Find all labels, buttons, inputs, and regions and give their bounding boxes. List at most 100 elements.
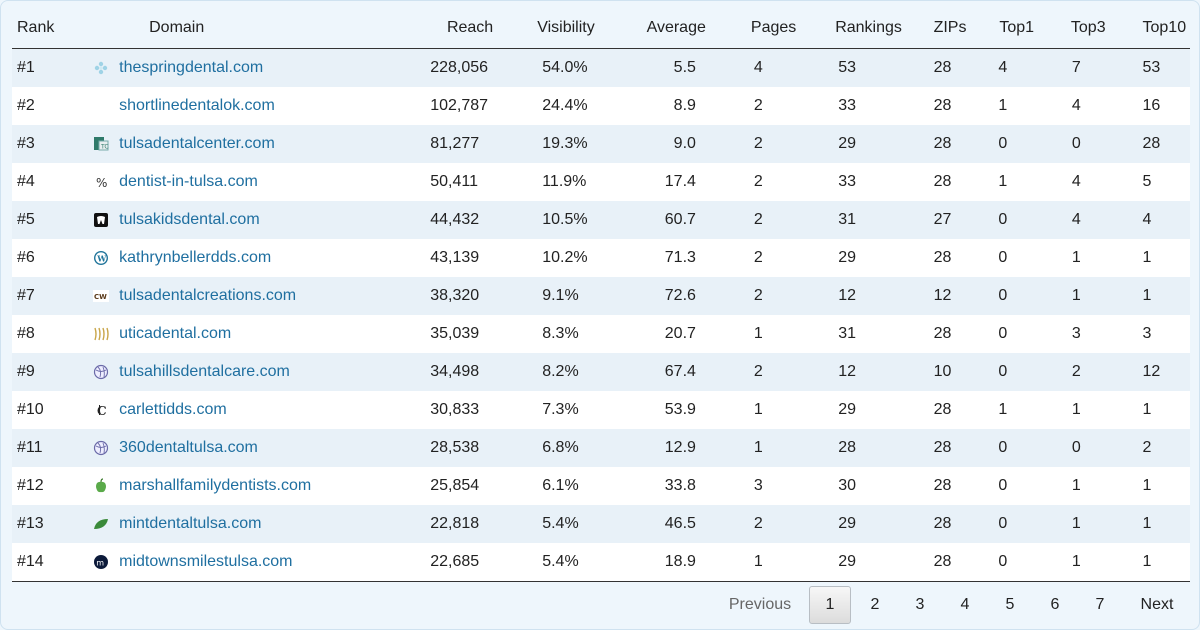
cell-top10: 28 (1122, 125, 1190, 163)
cell-rankings: 33 (802, 163, 908, 201)
domain-link[interactable]: thespringdental.com (119, 59, 264, 76)
next-button[interactable]: Next (1140, 596, 1174, 613)
domain-link[interactable]: kathrynbellerdds.com (119, 249, 272, 266)
domain-link[interactable]: 360dentaltulsa.com (119, 439, 258, 456)
table-row: #2 shortlinedentalok.com 102,787 24.4% 8.9 2 3… (12, 87, 1190, 125)
cell-top10: 5 (1122, 163, 1190, 201)
cell-rankings: 29 (802, 505, 908, 543)
cell-top1: 0 (981, 353, 1052, 391)
cell-top1: 1 (981, 87, 1052, 125)
domain-link[interactable]: carlettidds.com (119, 401, 227, 418)
cell-top10: 16 (1122, 87, 1190, 125)
stripes-icon (93, 326, 109, 342)
cell-zips: 28 (907, 48, 982, 87)
cell-top3: 0 (1051, 429, 1123, 467)
cell-zips: 10 (907, 353, 982, 391)
domain-link[interactable]: marshallfamilydentists.com (119, 477, 312, 494)
page-2-button[interactable]: 2 (870, 596, 880, 613)
domain-link[interactable]: mintdentaltulsa.com (119, 515, 262, 532)
cell-top3: 2 (1051, 353, 1123, 391)
domain-link[interactable]: shortlinedentalok.com (119, 97, 275, 114)
header-average[interactable]: Average (612, 8, 718, 49)
apple-icon (93, 478, 109, 494)
cell-top10: 12 (1122, 353, 1190, 391)
table-row: #12 marshallfamilydentists.com 25,854 6.1% 3… (12, 467, 1190, 505)
cell-rankings: 29 (802, 543, 908, 582)
domain-link[interactable]: tulsakidsdental.com (119, 211, 260, 228)
cell-top3: 7 (1051, 48, 1123, 87)
header-top3[interactable]: Top3 (1051, 8, 1123, 49)
cell-zips: 28 (907, 543, 982, 582)
cell-rank: #10 (12, 391, 94, 429)
domain-link[interactable]: tulsahillsdentalcare.com (119, 363, 290, 380)
cell-top1: 0 (981, 315, 1052, 353)
page-4-button[interactable]: 4 (960, 596, 970, 613)
leaf-icon (93, 516, 109, 532)
cell-pages: 2 (717, 277, 803, 315)
header-top10[interactable]: Top10 (1122, 8, 1190, 49)
domain-link[interactable]: tulsadentalcreations.com (119, 287, 297, 304)
cell-top3: 1 (1051, 277, 1123, 315)
header-visibility[interactable]: Visibility (507, 8, 613, 49)
cell-average: 33.8 (612, 467, 718, 505)
header-rank[interactable]: Rank (12, 8, 94, 49)
cell-top10: 1 (1122, 467, 1190, 505)
page-5-button[interactable]: 5 (1005, 596, 1015, 613)
page-3-button[interactable]: 3 (915, 596, 925, 613)
pagination: Previous 1 2 3 4 5 6 7 Next (1, 586, 1200, 626)
cell-domain: CW tulsadentalcreations.com (93, 277, 410, 315)
cell-rankings: 29 (802, 125, 908, 163)
cell-visibility: 5.4% (507, 505, 613, 543)
cell-domain: m midtownsmilestulsa.com (93, 543, 410, 582)
page-7-button[interactable]: 7 (1095, 596, 1105, 613)
cell-pages: 2 (717, 125, 803, 163)
cell-top10: 1 (1122, 543, 1190, 582)
header-rankings[interactable]: Rankings (802, 8, 908, 49)
cell-reach: 22,685 (409, 543, 508, 582)
previous-button[interactable]: Previous (728, 596, 792, 613)
table-row: #9 tulsahillsdentalcare.com 34,498 8.2% 67.4… (12, 353, 1190, 391)
domain-link[interactable]: uticadental.com (119, 325, 232, 342)
cell-pages: 2 (717, 87, 803, 125)
cell-rank: #13 (12, 505, 94, 543)
cell-visibility: 7.3% (507, 391, 613, 429)
cell-domain: tulsahillsdentalcare.com (93, 353, 410, 391)
cell-rank: #4 (12, 163, 94, 201)
header-reach[interactable]: Reach (409, 8, 508, 49)
header-top1[interactable]: Top1 (981, 8, 1052, 49)
cell-pages: 1 (717, 391, 803, 429)
header-pages[interactable]: Pages (717, 8, 803, 49)
header-zips[interactable]: ZIPs (907, 8, 982, 49)
cell-visibility: 8.2% (507, 353, 613, 391)
cell-domain: thespringdental.com (93, 48, 410, 87)
cell-zips: 28 (907, 429, 982, 467)
domain-link[interactable]: midtownsmilestulsa.com (119, 553, 293, 570)
tooth-icon (93, 212, 109, 228)
cell-average: 60.7 (612, 201, 718, 239)
cell-rankings: 12 (802, 353, 908, 391)
cell-top10: 1 (1122, 239, 1190, 277)
domain-link[interactable]: dentist-in-tulsa.com (119, 173, 258, 190)
cell-domain: % dentist-in-tulsa.com (93, 163, 410, 201)
cell-domain: 360dentaltulsa.com (93, 429, 410, 467)
cell-rankings: 28 (802, 429, 908, 467)
page-1-button[interactable]: 1 (809, 586, 851, 624)
cell-zips: 28 (907, 391, 982, 429)
cell-zips: 28 (907, 163, 982, 201)
cell-top10: 53 (1122, 48, 1190, 87)
cell-domain: tulsakidsdental.com (93, 201, 410, 239)
svg-text:%: % (96, 176, 107, 190)
cell-rank: #6 (12, 239, 94, 277)
table-row: #8 uticadental.com 35,039 8.3% 20.7 1 31 28 0 3 3 (12, 315, 1190, 353)
cell-top3: 1 (1051, 467, 1123, 505)
cell-pages: 2 (717, 239, 803, 277)
cell-zips: 28 (907, 125, 982, 163)
domain-link[interactable]: tulsadentalcenter.com (119, 135, 275, 152)
page-6-button[interactable]: 6 (1050, 596, 1060, 613)
cell-zips: 27 (907, 201, 982, 239)
cell-visibility: 9.1% (507, 277, 613, 315)
cell-visibility: 24.4% (507, 87, 613, 125)
header-domain[interactable]: Domain (93, 8, 410, 49)
cell-rank: #5 (12, 201, 94, 239)
